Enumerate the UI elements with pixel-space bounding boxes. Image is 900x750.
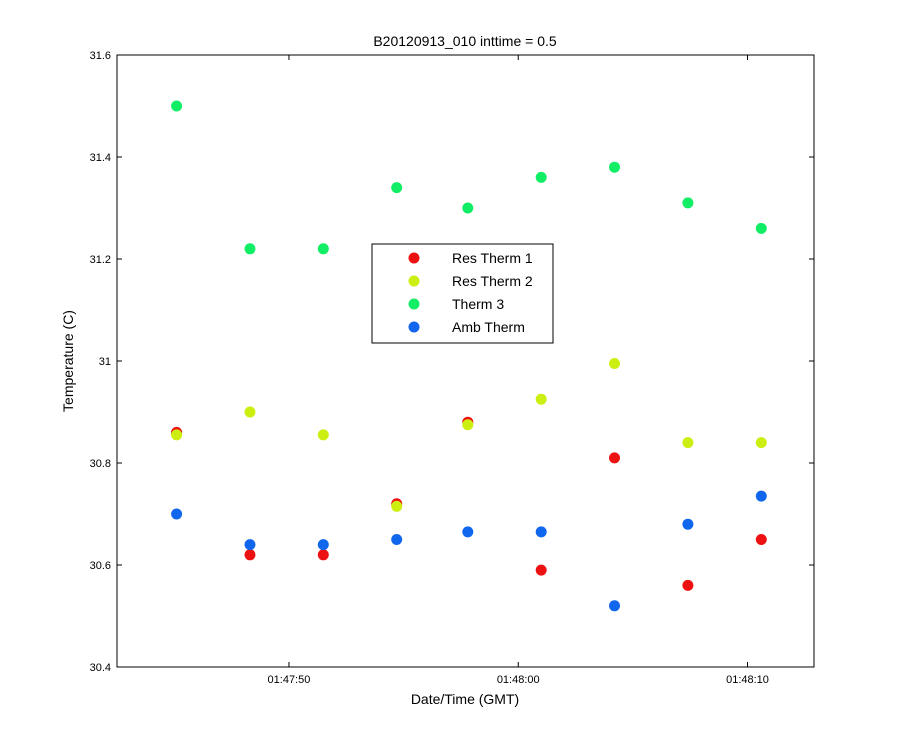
- legend-box: [371, 243, 554, 344]
- data-point-therm-3: [755, 222, 767, 234]
- data-point-therm-3: [462, 202, 474, 214]
- data-point-amb-therm: [391, 534, 403, 545]
- data-point-res-therm-2: [391, 500, 403, 512]
- data-point-res-therm-2: [609, 358, 620, 369]
- data-point-res-therm-1: [244, 549, 256, 561]
- y-tick-label: 31: [99, 356, 111, 368]
- legend-marker-res-therm-1: [408, 252, 420, 264]
- data-point-amb-therm: [755, 490, 767, 502]
- data-point-res-therm-1: [682, 579, 694, 591]
- x-tick-label: 01:48:10: [726, 674, 769, 686]
- data-point-res-therm-1: [535, 564, 547, 576]
- y-tick-label: 30.4: [90, 662, 111, 674]
- data-point-res-therm-2: [535, 393, 547, 405]
- x-tick-label: 01:48:00: [497, 674, 540, 686]
- data-point-res-therm-2: [755, 437, 767, 449]
- legend-label-amb-therm: Amb Therm: [452, 319, 525, 335]
- data-point-amb-therm: [317, 539, 329, 551]
- data-point-amb-therm: [535, 526, 547, 538]
- data-point-therm-3: [609, 161, 620, 173]
- data-point-therm-3: [244, 243, 256, 255]
- data-point-res-therm-2: [244, 406, 256, 418]
- data-point-amb-therm: [244, 539, 256, 551]
- y-tick-label: 31.6: [90, 50, 111, 62]
- data-point-amb-therm: [462, 526, 474, 538]
- x-axis-label: Date/Time (GMT): [411, 691, 519, 707]
- data-point-therm-3: [171, 100, 183, 112]
- data-point-res-therm-1: [755, 534, 767, 545]
- data-point-res-therm-1: [317, 549, 329, 561]
- data-point-amb-therm: [171, 508, 183, 520]
- data-points: [171, 100, 767, 612]
- plot-area: [116, 54, 815, 668]
- data-point-res-therm-2: [462, 419, 474, 431]
- data-point-amb-therm: [609, 600, 620, 612]
- y-tick-label: 30.6: [90, 560, 111, 572]
- axis-ticks: 30.4 30.6 30.8 31 31.2 31.4 31.6 01:47:50 01:48:…: [90, 50, 814, 686]
- y-tick-label: 30.8: [90, 458, 111, 470]
- data-point-res-therm-2: [682, 437, 694, 449]
- data-point-therm-3: [391, 182, 403, 194]
- x-tick-label: 01:47:50: [268, 674, 311, 686]
- y-tick-label: 31.4: [90, 152, 111, 164]
- y-tick-label: 31.2: [90, 254, 111, 266]
- data-point-res-therm-2: [171, 429, 183, 441]
- data-point-res-therm-2: [317, 429, 329, 441]
- data-point-amb-therm: [682, 518, 694, 530]
- data-point-res-therm-1: [609, 452, 620, 464]
- legend-marker-amb-therm: [408, 321, 420, 333]
- legend-label-res-therm-2: Res Therm 2: [452, 273, 533, 289]
- legend-label-therm-3: Therm 3: [452, 296, 504, 312]
- legend-label-res-therm-1: Res Therm 1: [452, 250, 533, 266]
- data-point-therm-3: [682, 197, 694, 209]
- y-axis-label: Temperature (C): [60, 310, 76, 412]
- legend-marker-therm-3: [408, 298, 420, 310]
- legend-marker-res-therm-2: [408, 275, 420, 287]
- data-point-therm-3: [317, 243, 329, 255]
- legend: Res Therm 1 Res Therm 2 Therm 3 Amb Ther…: [371, 243, 554, 344]
- chart-title: B20120913_010 inttime = 0.5: [373, 33, 557, 49]
- data-point-therm-3: [535, 171, 547, 183]
